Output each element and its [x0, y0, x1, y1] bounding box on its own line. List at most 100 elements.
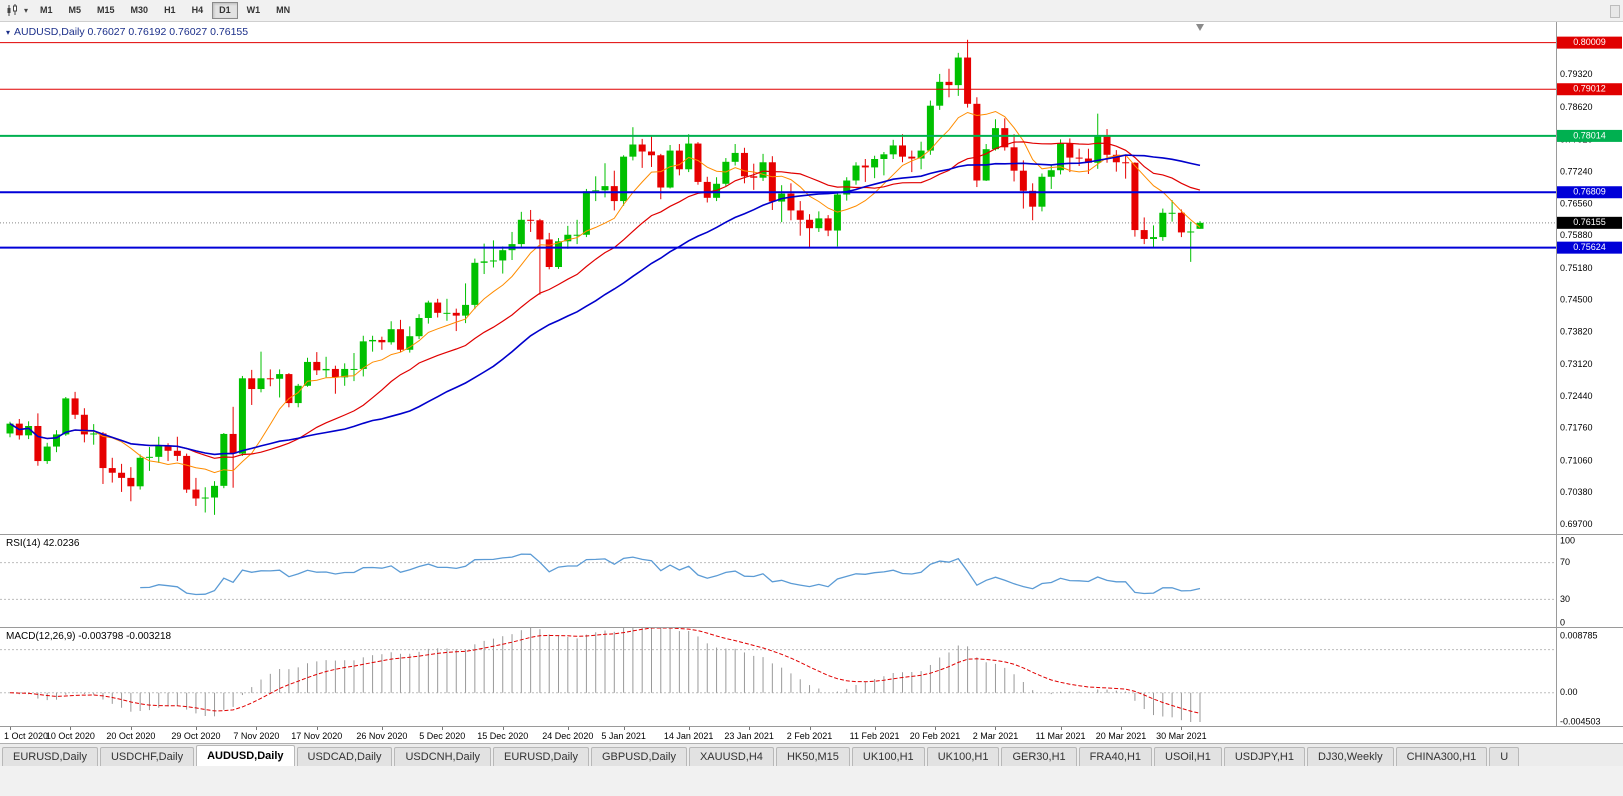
candle-body — [954, 57, 962, 86]
timeframe-button-h1[interactable]: H1 — [164, 5, 176, 15]
timeframe-button-m1[interactable]: M1 — [40, 5, 53, 15]
chart-type-dropdown-icon[interactable]: ▾ — [23, 6, 28, 15]
price-axis[interactable]: 0.793200.786200.779200.772400.765600.758… — [1557, 36, 1622, 529]
candle-body — [750, 176, 758, 178]
chart-tab-fra40-h1[interactable]: FRA40,H1 — [1078, 747, 1153, 766]
candle-body — [396, 329, 404, 350]
chart-tab-audusd-daily[interactable]: AUDUSD,Daily — [196, 745, 295, 766]
candle-body — [173, 450, 181, 456]
timeframe-button-mn[interactable]: MN — [276, 5, 291, 15]
chart-tab-u[interactable]: U — [1489, 747, 1520, 766]
candle-body — [304, 361, 311, 386]
current-price-badge-text: 0.76155 — [1573, 217, 1606, 227]
chart-tab-usdcad-daily[interactable]: USDCAD,Daily — [296, 747, 393, 766]
toolbar-overflow-handle[interactable] — [1610, 5, 1620, 18]
level-price-badge-text: 0.78014 — [1573, 130, 1606, 140]
price-tick-label: 0.74500 — [1560, 295, 1593, 305]
candlestick-chart-icon[interactable] — [4, 4, 20, 18]
level-price-badge-text: 0.79012 — [1573, 84, 1606, 94]
candle-body — [164, 445, 172, 451]
candle-body — [675, 150, 683, 170]
candle-body — [945, 81, 953, 86]
time-axis-label: 20 Feb 2021 — [909, 731, 961, 741]
candle-body — [443, 312, 451, 314]
candle-body — [1001, 128, 1009, 148]
candle-body — [666, 150, 674, 188]
chart-tab-china300-h1[interactable]: CHINA300,H1 — [1395, 747, 1488, 766]
price-tick-label: 0.75880 — [1560, 230, 1593, 240]
chart-title-ohlc: ▾ AUDUSD,Daily 0.76027 0.76192 0.76027 0.… — [6, 26, 248, 38]
rsi-indicator-label: RSI(14) 42.0236 — [6, 538, 80, 549]
one-click-trading-icon[interactable]: ▾ — [6, 28, 11, 37]
candle-body — [1103, 136, 1111, 155]
time-axis-label: 14 Jan 2021 — [663, 731, 714, 741]
time-tick — [502, 727, 504, 730]
rsi-indicator-pane[interactable]: 100 70 30 0 — [0, 535, 1623, 627]
price-tick-label: 0.77240 — [1560, 166, 1593, 176]
candle-body — [1029, 190, 1037, 207]
timeframe-buttons: M1 M5 M15 M30 H1 H4 D1 W1 MN — [32, 2, 298, 19]
timeframe-button-w1[interactable]: W1 — [246, 5, 261, 15]
chart-tab-xauusd-h4[interactable]: XAUUSD,H4 — [688, 747, 774, 766]
chart-tab-eurusd-daily[interactable]: EURUSD,Daily — [493, 747, 589, 766]
candle-body — [1010, 147, 1018, 171]
time-axis-label: 15 Dec 2020 — [477, 731, 529, 741]
chart-tab-uk100-h1[interactable]: UK100,H1 — [926, 747, 1000, 766]
timeframe-button-m30[interactable]: M30 — [130, 5, 149, 15]
time-tick — [381, 727, 383, 730]
candle-body — [871, 159, 879, 168]
time-axis-label: 10 Oct 2020 — [45, 731, 95, 741]
time-tick — [623, 727, 625, 730]
pane-separator[interactable] — [0, 534, 1623, 535]
candle-body — [917, 150, 925, 159]
candle-body — [1094, 136, 1102, 163]
chart-tab-gbpusd-daily[interactable]: GBPUSD,Daily — [591, 747, 687, 766]
timeframe-button-m15[interactable]: M15 — [97, 5, 115, 15]
time-tick — [995, 727, 997, 730]
chart-shift-marker-icon[interactable] — [1196, 24, 1204, 31]
chart-tab-usdchf-daily[interactable]: USDCHF,Daily — [99, 747, 195, 766]
chart-title-text: AUDUSD,Daily 0.76027 0.76192 0.76027 0.7… — [14, 26, 249, 38]
chart-tab-dj30-weekly[interactable]: DJ30,Weekly — [1306, 747, 1394, 766]
candle-body — [211, 485, 219, 498]
time-tick — [688, 727, 690, 730]
candle-body — [973, 103, 981, 181]
macd-axis-label: 0.008785 — [1560, 630, 1598, 640]
pane-separator[interactable] — [0, 627, 1623, 628]
candle-body — [731, 152, 739, 162]
chart-tab-eurusd-daily[interactable]: EURUSD,Daily — [2, 747, 98, 766]
candle-body — [740, 152, 748, 177]
chart-tab-ger30-h1[interactable]: GER30,H1 — [1001, 747, 1077, 766]
time-axis[interactable]: 1 Oct 2020 10 Oct 2020 20 Oct 2020 29 Oct 2… — [0, 726, 1623, 743]
chart-tab-hk50-m15[interactable]: HK50,M15 — [775, 747, 850, 766]
macd-indicator-pane[interactable]: 0.008785 0.00 -0.004503 — [0, 628, 1623, 726]
candle-body — [852, 165, 860, 181]
price-tick-label: 0.73120 — [1560, 359, 1593, 369]
candle-body — [806, 219, 814, 229]
chart-tab-usoil-h1[interactable]: USOil,H1 — [1154, 747, 1222, 766]
candle-body — [685, 143, 693, 170]
chart-tab-usdcnh-daily[interactable]: USDCNH,Daily — [394, 747, 492, 766]
chart-tab-usdjpy-h1[interactable]: USDJPY,H1 — [1223, 747, 1305, 766]
candle-body — [1177, 212, 1185, 233]
price-chart-pane[interactable]: 0.793200.786200.779200.772400.765600.758… — [0, 22, 1623, 534]
candle-body — [6, 423, 14, 434]
time-axis-label: 5 Dec 2020 — [419, 731, 466, 741]
level-price-badge — [1557, 83, 1622, 96]
price-tick-label: 0.76560 — [1560, 198, 1593, 208]
candle-body — [294, 385, 302, 404]
candle-body — [610, 186, 618, 202]
candle-body — [564, 234, 572, 242]
timeframe-button-d1[interactable]: D1 — [212, 2, 238, 19]
time-tick — [195, 727, 197, 730]
price-tick-label: 0.72440 — [1560, 391, 1593, 401]
chart-tab-uk100-h1[interactable]: UK100,H1 — [851, 747, 925, 766]
fast-ma-line — [9, 110, 1201, 474]
timeframe-button-h4[interactable]: H4 — [191, 5, 204, 15]
timeframe-button-m5[interactable]: M5 — [68, 5, 82, 15]
time-tick — [1181, 727, 1183, 730]
time-axis-label: 7 Nov 2020 — [233, 731, 280, 741]
time-axis-label: 11 Mar 2021 — [1035, 731, 1086, 741]
candle-body — [1019, 170, 1027, 191]
